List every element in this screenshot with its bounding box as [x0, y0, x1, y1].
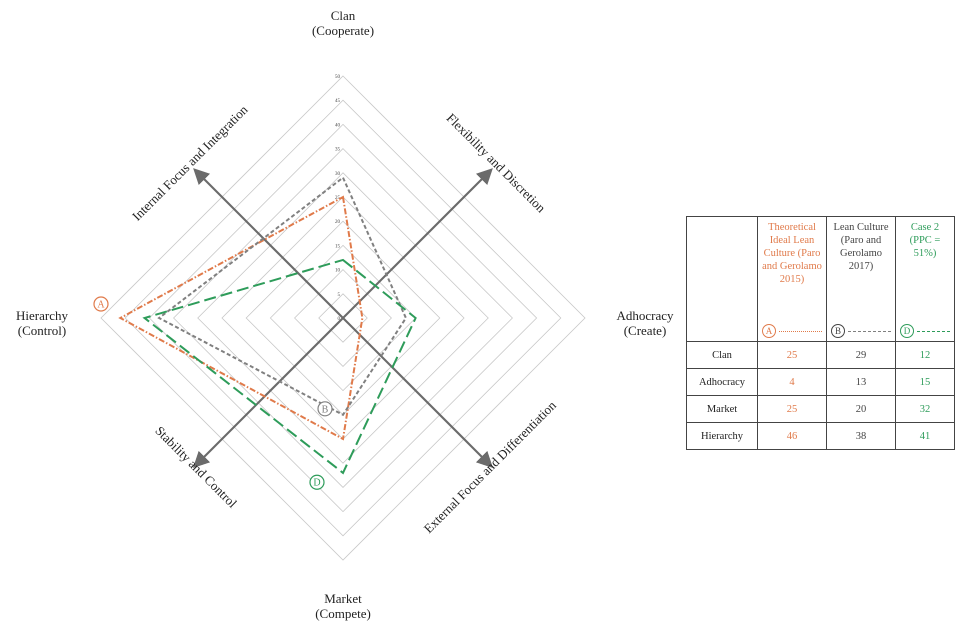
marker-a-icon: A: [762, 324, 776, 338]
axis-label-line: Hierarchy: [16, 308, 68, 323]
axis-label-clan: Clan (Cooperate): [312, 8, 374, 38]
legend-key-a: A: [762, 321, 822, 341]
axis-label-line: (Compete): [315, 606, 371, 621]
cell-a: 25: [757, 395, 827, 423]
line-sample-b: [848, 330, 891, 332]
legend-header-a: Theoretical Ideal Lean Culture (Paro and…: [757, 216, 827, 342]
cell-b: 29: [826, 341, 896, 369]
legend-key-d: D: [900, 321, 950, 341]
grid-ring: [318, 293, 368, 343]
cell-b: 38: [826, 422, 896, 450]
legend-corner: [686, 216, 758, 342]
grid-ring: [294, 269, 392, 367]
grid-ring: [100, 75, 586, 561]
grid-ring: [197, 172, 489, 464]
tick-label: 35: [335, 148, 341, 153]
cell-d: 15: [895, 368, 955, 396]
cell-a: 25: [757, 341, 827, 369]
legend-header-b: Lean Culture (Paro and Gerolamo 2017) B: [826, 216, 896, 342]
legend-header-b-text: Lean Culture (Paro and Gerolamo 2017): [833, 222, 889, 272]
row-label: Hierarchy: [686, 422, 758, 450]
tick-label: 25: [335, 196, 341, 201]
series-marker: [309, 474, 325, 490]
marker-b-icon: B: [831, 324, 845, 338]
grid-ring: [269, 244, 417, 392]
series-line: [118, 195, 364, 441]
grid-ring: [173, 148, 513, 488]
axis-label-line: Clan: [331, 8, 356, 23]
series-marker: [93, 296, 109, 312]
legend-header-a-text: Theoretical Ideal Lean Culture (Paro and…: [762, 222, 822, 285]
diagonal-axis-label: External Focus and Differentiation: [421, 397, 560, 536]
axis-label-line: (Control): [18, 323, 66, 338]
series-markers: A B D: [93, 296, 333, 490]
legend-row-hierarchy: Hierarchy 46 38 41: [686, 422, 955, 450]
tick-label: 15: [335, 244, 341, 249]
tick-label: 20: [335, 220, 341, 225]
axis-label-hierarchy: Hierarchy (Control): [16, 308, 68, 338]
legend-header-row: Theoretical Ideal Lean Culture (Paro and…: [686, 216, 955, 342]
series-marker-label: A: [97, 300, 105, 311]
axis-label-line: Market: [324, 591, 362, 606]
legend-row-adhocracy: Adhocracy 4 13 15: [686, 368, 955, 396]
grid-ring: [148, 123, 538, 513]
tick-label: 10: [335, 269, 341, 274]
tick-label: 45: [335, 99, 341, 104]
legend-header-d-text: Case 2 (PPC = 51%): [909, 222, 941, 259]
cell-d: 41: [895, 422, 955, 450]
row-label: Adhocracy: [686, 368, 758, 396]
tick-labels: 0 5 10 15 20 25 30 35 40 45 50: [335, 75, 341, 322]
cell-a: 4: [757, 368, 827, 396]
radar-chart: Internal Focus and Integration Flexibilit…: [16, 8, 674, 621]
tick-label: 5: [338, 293, 341, 298]
tick-label: 0: [338, 317, 341, 322]
legend-key-b: B: [831, 321, 891, 341]
legend-row-market: Market 25 20 32: [686, 395, 955, 423]
diagonal-axis-label: Internal Focus and Integration: [129, 102, 251, 224]
tick-label: 30: [335, 172, 341, 177]
cell-b: 20: [826, 395, 896, 423]
row-label: Market: [686, 395, 758, 423]
marker-d-icon: D: [900, 324, 914, 338]
legend-row-clan: Clan 25 29 12: [686, 341, 955, 369]
axis-label-line: (Create): [624, 323, 667, 338]
series-line: [142, 258, 417, 475]
diagonal-axis-label: Stability and Control: [152, 423, 240, 511]
legend-table: Theoretical Ideal Lean Culture (Paro and…: [686, 216, 955, 450]
tick-label: 50: [335, 75, 341, 80]
axis-labels: Clan (Cooperate)Adhocracy (Create)Market (C…: [16, 8, 674, 621]
grid-ring: [124, 99, 562, 537]
line-sample-d: [917, 330, 950, 332]
cell-d: 32: [895, 395, 955, 423]
axis-label-line: (Cooperate): [312, 23, 374, 38]
cell-a: 46: [757, 422, 827, 450]
row-label: Clan: [686, 341, 758, 369]
line-sample-a: [779, 330, 822, 332]
cell-d: 12: [895, 341, 955, 369]
diagonal-axis-arrowhead: [193, 176, 485, 468]
axis-label-line: Adhocracy: [616, 308, 674, 323]
series-marker-label: B: [322, 404, 329, 415]
legend-header-d: Case 2 (PPC = 51%) D: [895, 216, 955, 342]
cell-b: 13: [826, 368, 896, 396]
diagonal-axis-label: Flexibility and Discretion: [444, 110, 549, 215]
series-marker-label: D: [313, 478, 320, 489]
tick-label: 40: [335, 123, 341, 128]
data-series: [118, 176, 417, 475]
series-marker: [317, 401, 333, 417]
diagonal-axis-arrowhead: [201, 176, 493, 468]
series-line: [157, 176, 408, 417]
axis-label-adhocracy: Adhocracy (Create): [616, 308, 674, 338]
axis-label-market: Market (Compete): [315, 591, 371, 621]
